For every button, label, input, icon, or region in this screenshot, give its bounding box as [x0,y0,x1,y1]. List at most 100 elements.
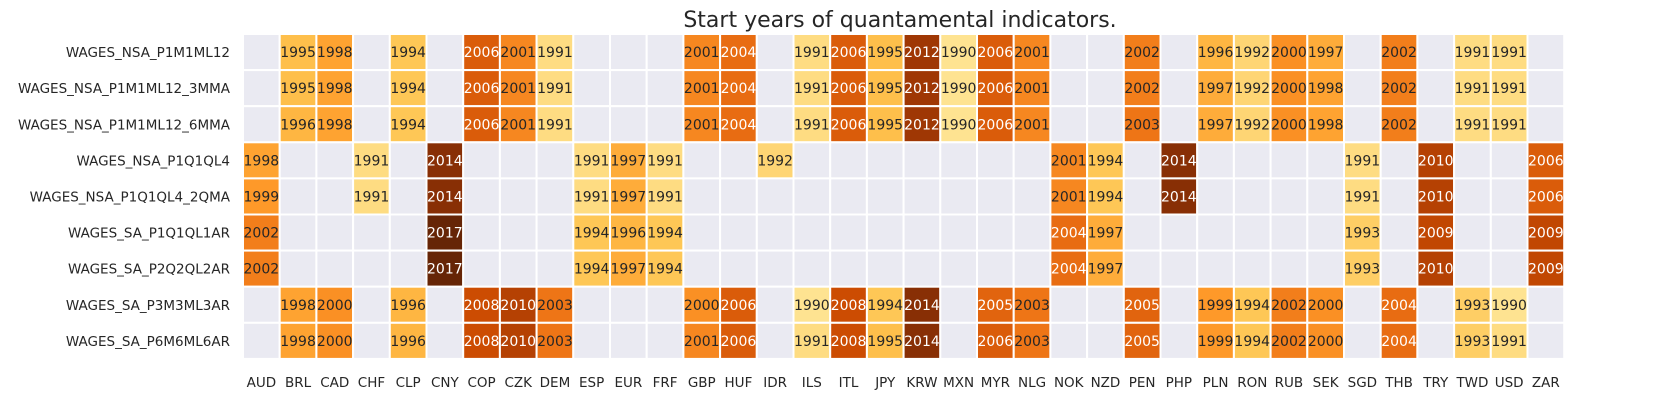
heatmap-cell-WAGES_NSA_P1M1ML12_3MMA-MXN [939,69,978,108]
heatmap-cell-WAGES_SA_P2Q2QL2AR-COP [462,249,501,288]
cell-value-label: 1991 [794,45,830,61]
heatmap-cell-WAGES_NSA_P1Q1QL4_2QMA-NOK [1049,177,1089,216]
heatmap-cell-WAGES_SA_P6M6ML6AR-IDR [755,321,795,360]
cell-value-label: 1997 [611,262,647,278]
heatmap-cell-WAGES_SA_P6M6ML6AR-AUD [242,321,281,360]
x-tick-label: RON [1237,375,1267,391]
cell-value-label: 1995 [280,45,316,61]
cell-value-label: 2006 [831,45,867,61]
cell-value-label: 2001 [1014,45,1050,61]
heatmap-cell-WAGES_NSA_P1Q1QL4-CZK [498,141,538,180]
cell-value-label: 1991 [1455,81,1491,97]
heatmap-cell-WAGES_NSA_P1M1ML12_3MMA-PHP [1159,69,1199,108]
heatmap-cell-WAGES_SA_P1Q1QL1AR-USD [1489,213,1529,252]
heatmap-cell-WAGES_SA_P1Q1QL1AR-PLN [1196,213,1235,252]
cell-value-label: 2004 [1381,298,1417,314]
cell-value-label: 1994 [574,262,610,278]
cell-value-label: 2000 [1271,45,1307,61]
cell-value-label: 2006 [978,81,1014,97]
heatmap-cell-WAGES_NSA_P1M1ML12-PEN [1122,33,1162,72]
cell-value-label: 2001 [1051,189,1087,205]
cell-value-label: 1991 [1455,45,1491,61]
cell-value-label: 2014 [427,153,463,169]
heatmap-cell-WAGES_SA_P1Q1QL1AR-ILS [792,213,832,252]
cell-value-label: 1996 [1198,45,1234,61]
cell-value-label: 2010 [1418,189,1454,205]
cell-value-label: 1997 [1308,45,1344,61]
heatmap-cell-WAGES_NSA_P1Q1QL4-COP [462,141,501,180]
cell-value-label: 1991 [574,189,610,205]
cell-value-label: 1993 [1345,262,1381,278]
heatmap-cell-WAGES_NSA_P1M1ML12_6MMA-ESP [572,105,611,144]
heatmap-cell-WAGES_SA_P1Q1QL1AR-IDR [755,213,795,252]
heatmap-cell-WAGES_SA_P6M6ML6AR-PLN [1196,321,1235,360]
heatmap-cell-WAGES_NSA_P1Q1QL4_2QMA-DEM [535,177,575,216]
cell-value-label: 1999 [1198,298,1234,314]
heatmap-cell-WAGES_SA_P6M6ML6AR-JPY [865,321,905,360]
heatmap-cell-WAGES_SA_P3M3ML3AR-MYR [976,285,1015,324]
heatmap-cell-WAGES_NSA_P1M1ML12_3MMA-FRF [645,69,685,108]
cell-value-label: 1998 [317,117,353,133]
cell-value-label: 2002 [244,226,280,242]
heatmap-cell-WAGES_NSA_P1Q1QL4_2QMA-CAD [315,177,355,216]
heatmap-cell-WAGES_NSA_P1Q1QL4-EUR [609,141,648,180]
cell-value-label: 2017 [427,262,463,278]
heatmap-cell-WAGES_SA_P2Q2QL2AR-MYR [976,249,1015,288]
y-tick-label: WAGES_NSA_P1M1ML12 [66,45,230,61]
heatmap-cell-WAGES_NSA_P1M1ML12_6MMA-NZD [1086,105,1125,144]
heatmap-cell-WAGES_SA_P3M3ML3AR-BRL [278,285,318,324]
heatmap-cell-WAGES_NSA_P1M1ML12_3MMA-IDR [755,69,795,108]
x-tick-label: SGD [1348,375,1377,391]
cell-value-label: 1997 [1198,117,1234,133]
heatmap-cell-WAGES_NSA_P1Q1QL4_2QMA-PHP [1159,177,1199,216]
heatmap-cell-WAGES_NSA_P1M1ML12_6MMA-ZAR [1526,105,1566,144]
cell-value-label: 2000 [684,298,720,314]
heatmap-cell-WAGES_SA_P1Q1QL1AR-TRY [1416,213,1456,252]
heatmap-cell-WAGES_SA_P1Q1QL1AR-ZAR [1526,213,1566,252]
heatmap-cell-WAGES_NSA_P1M1ML12_3MMA-CHF [352,69,391,108]
chart-title: Start years of quantamental indicators. [683,8,1116,33]
heatmap-cell-WAGES_NSA_P1M1ML12-CNY [425,33,465,72]
heatmap-cell-WAGES_NSA_P1M1ML12_6MMA-NLG [1012,105,1052,144]
heatmap-cell-WAGES_SA_P1Q1QL1AR-FRF [645,213,685,252]
heatmap-cell-WAGES_NSA_P1Q1QL4-USD [1489,141,1529,180]
cell-value-label: 1991 [1345,153,1381,169]
heatmap-cell-WAGES_NSA_P1Q1QL4_2QMA-COP [462,177,501,216]
cell-value-label: 2006 [464,81,500,97]
heatmap-cell-WAGES_NSA_P1M1ML12-NZD [1086,33,1125,72]
cell-value-label: 2002 [1271,298,1307,314]
heatmap-cell-WAGES_NSA_P1Q1QL4_2QMA-CLP [388,177,428,216]
x-tick-label: CNY [431,375,460,391]
x-tick-label: SEK [1313,375,1340,391]
cell-value-label: 1998 [1308,117,1344,133]
x-tick-label: BRL [285,375,312,391]
heatmap-cell-WAGES_NSA_P1M1ML12-RUB [1269,33,1309,72]
heatmap-cell-WAGES_NSA_P1Q1QL4_2QMA-PLN [1196,177,1235,216]
cell-value-label: 2008 [464,334,500,350]
cell-value-label: 2004 [721,45,757,61]
heatmap-cell-WAGES_NSA_P1Q1QL4-KRW [902,141,942,180]
cell-value-label: 1991 [1491,45,1527,61]
cell-value-label: 2006 [721,298,757,314]
heatmap-cell-WAGES_SA_P3M3ML3AR-THB [1379,285,1419,324]
heatmap-cell-WAGES_SA_P2Q2QL2AR-DEM [535,249,575,288]
cell-value-label: 2003 [1014,334,1050,350]
heatmap-cell-WAGES_NSA_P1Q1QL4-TRY [1416,141,1456,180]
cell-value-label: 1995 [867,117,903,133]
cell-value-label: 2000 [317,334,353,350]
heatmap-cell-WAGES_NSA_P1Q1QL4-PHP [1159,141,1199,180]
cell-value-label: 1995 [280,81,316,97]
heatmap-cell-WAGES_NSA_P1M1ML12-FRF [645,33,685,72]
heatmap-cell-WAGES_NSA_P1M1ML12-EUR [609,33,648,72]
cell-value-label: 2000 [1271,81,1307,97]
heatmap-cell-WAGES_SA_P3M3ML3AR-RON [1232,285,1272,324]
heatmap-cell-WAGES_SA_P6M6ML6AR-TRY [1416,321,1456,360]
x-tick-label: DEM [540,375,571,391]
heatmap-cell-WAGES_SA_P6M6ML6AR-ESP [572,321,611,360]
cell-value-label: 2017 [427,226,463,242]
cell-value-label: 1996 [390,298,426,314]
cell-value-label: 1990 [794,298,830,314]
heatmap-cell-WAGES_NSA_P1M1ML12_6MMA-TWD [1453,105,1492,144]
cell-value-label: 2006 [978,45,1014,61]
heatmap-cell-WAGES_SA_P1Q1QL1AR-SEK [1306,213,1346,252]
